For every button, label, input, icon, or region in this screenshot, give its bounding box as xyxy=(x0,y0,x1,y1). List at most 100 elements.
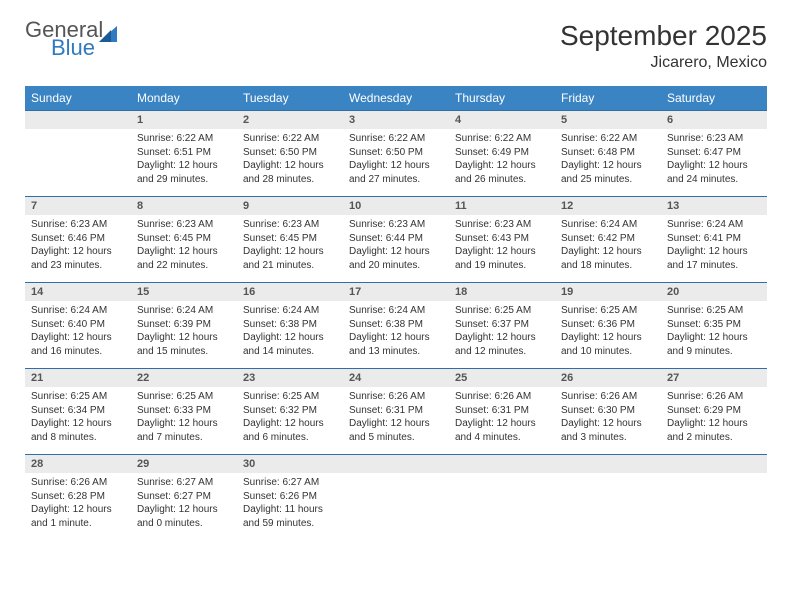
sunset-text: Sunset: 6:48 PM xyxy=(561,146,655,160)
calendar-day-cell: 24Sunrise: 6:26 AMSunset: 6:31 PMDayligh… xyxy=(343,369,449,455)
sunrise-text: Sunrise: 6:23 AM xyxy=(137,218,231,232)
calendar-day-cell: 3Sunrise: 6:22 AMSunset: 6:50 PMDaylight… xyxy=(343,111,449,197)
sunset-text: Sunset: 6:36 PM xyxy=(561,318,655,332)
daylight-text: Daylight: 12 hours and 23 minutes. xyxy=(31,245,125,272)
daylight-text: Daylight: 12 hours and 6 minutes. xyxy=(243,417,337,444)
day-header: Tuesday xyxy=(237,86,343,111)
day-header: Sunday xyxy=(25,86,131,111)
sunset-text: Sunset: 6:47 PM xyxy=(667,146,761,160)
sunrise-text: Sunrise: 6:26 AM xyxy=(349,390,443,404)
daylight-text: Daylight: 12 hours and 25 minutes. xyxy=(561,159,655,186)
day-number xyxy=(555,455,661,473)
calendar-day-cell: 5Sunrise: 6:22 AMSunset: 6:48 PMDaylight… xyxy=(555,111,661,197)
daylight-text: Daylight: 12 hours and 14 minutes. xyxy=(243,331,337,358)
day-number: 27 xyxy=(661,369,767,387)
sunset-text: Sunset: 6:31 PM xyxy=(349,404,443,418)
calendar-day-cell: 16Sunrise: 6:24 AMSunset: 6:38 PMDayligh… xyxy=(237,283,343,369)
calendar-week-row: 1Sunrise: 6:22 AMSunset: 6:51 PMDaylight… xyxy=(25,111,767,197)
calendar-day-cell xyxy=(343,455,449,541)
daylight-text: Daylight: 12 hours and 22 minutes. xyxy=(137,245,231,272)
daylight-text: Daylight: 12 hours and 24 minutes. xyxy=(667,159,761,186)
day-number xyxy=(661,455,767,473)
sunrise-text: Sunrise: 6:26 AM xyxy=(561,390,655,404)
day-number xyxy=(449,455,555,473)
day-number: 19 xyxy=(555,283,661,301)
calendar-day-cell: 27Sunrise: 6:26 AMSunset: 6:29 PMDayligh… xyxy=(661,369,767,455)
sunset-text: Sunset: 6:35 PM xyxy=(667,318,761,332)
day-number xyxy=(25,111,131,129)
sunset-text: Sunset: 6:37 PM xyxy=(455,318,549,332)
day-number: 5 xyxy=(555,111,661,129)
day-number: 20 xyxy=(661,283,767,301)
day-number: 2 xyxy=(237,111,343,129)
sunrise-text: Sunrise: 6:24 AM xyxy=(31,304,125,318)
sunset-text: Sunset: 6:28 PM xyxy=(31,490,125,504)
daylight-text: Daylight: 12 hours and 28 minutes. xyxy=(243,159,337,186)
sunrise-text: Sunrise: 6:25 AM xyxy=(137,390,231,404)
calendar-day-cell: 26Sunrise: 6:26 AMSunset: 6:30 PMDayligh… xyxy=(555,369,661,455)
day-number: 6 xyxy=(661,111,767,129)
day-details: Sunrise: 6:25 AMSunset: 6:35 PMDaylight:… xyxy=(661,301,767,364)
sunrise-text: Sunrise: 6:26 AM xyxy=(455,390,549,404)
day-details: Sunrise: 6:24 AMSunset: 6:39 PMDaylight:… xyxy=(131,301,237,364)
day-number: 1 xyxy=(131,111,237,129)
calendar-day-cell: 8Sunrise: 6:23 AMSunset: 6:45 PMDaylight… xyxy=(131,197,237,283)
day-details: Sunrise: 6:23 AMSunset: 6:43 PMDaylight:… xyxy=(449,215,555,278)
day-details: Sunrise: 6:26 AMSunset: 6:28 PMDaylight:… xyxy=(25,473,131,536)
day-details: Sunrise: 6:22 AMSunset: 6:50 PMDaylight:… xyxy=(237,129,343,192)
daylight-text: Daylight: 12 hours and 3 minutes. xyxy=(561,417,655,444)
day-details: Sunrise: 6:24 AMSunset: 6:40 PMDaylight:… xyxy=(25,301,131,364)
sunrise-text: Sunrise: 6:24 AM xyxy=(137,304,231,318)
calendar-week-row: 21Sunrise: 6:25 AMSunset: 6:34 PMDayligh… xyxy=(25,369,767,455)
daylight-text: Daylight: 12 hours and 0 minutes. xyxy=(137,503,231,530)
daylight-text: Daylight: 11 hours and 59 minutes. xyxy=(243,503,337,530)
day-details: Sunrise: 6:23 AMSunset: 6:45 PMDaylight:… xyxy=(237,215,343,278)
day-header: Saturday xyxy=(661,86,767,111)
daylight-text: Daylight: 12 hours and 26 minutes. xyxy=(455,159,549,186)
header: General Blue September 2025 Jicarero, Me… xyxy=(25,20,767,72)
day-header-row: Sunday Monday Tuesday Wednesday Thursday… xyxy=(25,86,767,111)
sunrise-text: Sunrise: 6:22 AM xyxy=(561,132,655,146)
sail-icon xyxy=(97,24,121,49)
sunset-text: Sunset: 6:32 PM xyxy=(243,404,337,418)
day-details: Sunrise: 6:25 AMSunset: 6:33 PMDaylight:… xyxy=(131,387,237,450)
month-title: September 2025 xyxy=(560,20,767,52)
day-details: Sunrise: 6:26 AMSunset: 6:30 PMDaylight:… xyxy=(555,387,661,450)
sunset-text: Sunset: 6:26 PM xyxy=(243,490,337,504)
day-details: Sunrise: 6:24 AMSunset: 6:38 PMDaylight:… xyxy=(237,301,343,364)
day-details: Sunrise: 6:23 AMSunset: 6:46 PMDaylight:… xyxy=(25,215,131,278)
sunrise-text: Sunrise: 6:24 AM xyxy=(349,304,443,318)
day-details: Sunrise: 6:22 AMSunset: 6:48 PMDaylight:… xyxy=(555,129,661,192)
day-number: 25 xyxy=(449,369,555,387)
day-number: 28 xyxy=(25,455,131,473)
sunrise-text: Sunrise: 6:26 AM xyxy=(31,476,125,490)
calendar-day-cell: 19Sunrise: 6:25 AMSunset: 6:36 PMDayligh… xyxy=(555,283,661,369)
sunset-text: Sunset: 6:51 PM xyxy=(137,146,231,160)
day-details: Sunrise: 6:26 AMSunset: 6:29 PMDaylight:… xyxy=(661,387,767,450)
sunrise-text: Sunrise: 6:26 AM xyxy=(667,390,761,404)
day-number: 26 xyxy=(555,369,661,387)
daylight-text: Daylight: 12 hours and 13 minutes. xyxy=(349,331,443,358)
sunrise-text: Sunrise: 6:25 AM xyxy=(667,304,761,318)
calendar-day-cell: 2Sunrise: 6:22 AMSunset: 6:50 PMDaylight… xyxy=(237,111,343,197)
day-details: Sunrise: 6:24 AMSunset: 6:38 PMDaylight:… xyxy=(343,301,449,364)
daylight-text: Daylight: 12 hours and 7 minutes. xyxy=(137,417,231,444)
calendar-week-row: 14Sunrise: 6:24 AMSunset: 6:40 PMDayligh… xyxy=(25,283,767,369)
daylight-text: Daylight: 12 hours and 29 minutes. xyxy=(137,159,231,186)
calendar-day-cell: 17Sunrise: 6:24 AMSunset: 6:38 PMDayligh… xyxy=(343,283,449,369)
sunrise-text: Sunrise: 6:27 AM xyxy=(243,476,337,490)
calendar-day-cell xyxy=(25,111,131,197)
calendar-table: Sunday Monday Tuesday Wednesday Thursday… xyxy=(25,86,767,541)
sunset-text: Sunset: 6:46 PM xyxy=(31,232,125,246)
calendar-day-cell: 18Sunrise: 6:25 AMSunset: 6:37 PMDayligh… xyxy=(449,283,555,369)
sunset-text: Sunset: 6:38 PM xyxy=(349,318,443,332)
sunset-text: Sunset: 6:39 PM xyxy=(137,318,231,332)
location: Jicarero, Mexico xyxy=(560,54,767,72)
day-header: Friday xyxy=(555,86,661,111)
day-number: 29 xyxy=(131,455,237,473)
day-number: 12 xyxy=(555,197,661,215)
sunset-text: Sunset: 6:43 PM xyxy=(455,232,549,246)
day-number: 17 xyxy=(343,283,449,301)
day-details: Sunrise: 6:27 AMSunset: 6:26 PMDaylight:… xyxy=(237,473,343,536)
day-details: Sunrise: 6:22 AMSunset: 6:50 PMDaylight:… xyxy=(343,129,449,192)
